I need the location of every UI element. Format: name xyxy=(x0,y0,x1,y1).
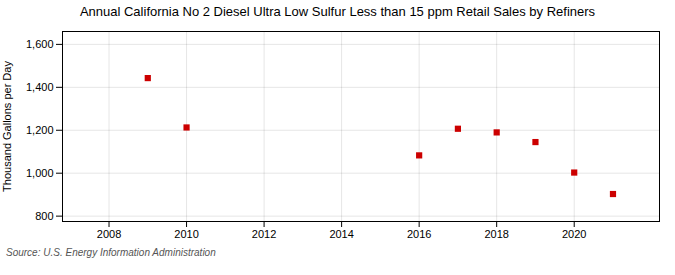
svg-text:1,200: 1,200 xyxy=(26,124,54,136)
svg-text:2012: 2012 xyxy=(252,228,276,240)
svg-text:1,000: 1,000 xyxy=(26,167,54,179)
svg-text:1,400: 1,400 xyxy=(26,81,54,93)
svg-text:2016: 2016 xyxy=(407,228,431,240)
html-text:Source: U.S. Energy Informatio: Source: U.S. Energy Information Administ… xyxy=(6,247,216,258)
svg-text:2018: 2018 xyxy=(484,228,508,240)
svg-text:2020: 2020 xyxy=(562,228,586,240)
svg-text:1,600: 1,600 xyxy=(26,38,54,50)
svg-text:800: 800 xyxy=(35,210,53,222)
html-text:Annual California No 2 Diesel: Annual California No 2 Diesel Ultra Low … xyxy=(79,4,596,19)
svg-text:2008: 2008 xyxy=(97,228,121,240)
svg-text:2010: 2010 xyxy=(174,228,198,240)
svg-text:Thousand Gallons per Day: Thousand Gallons per Day xyxy=(1,61,13,192)
svg-text:2014: 2014 xyxy=(329,228,353,240)
